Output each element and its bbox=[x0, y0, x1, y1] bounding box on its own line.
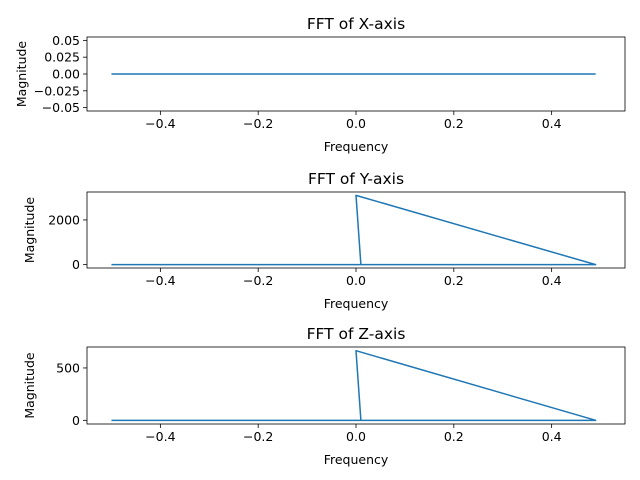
x-tick-label: 0.0 bbox=[346, 273, 366, 288]
x-tick-label: −0.4 bbox=[145, 429, 175, 444]
x-tick-label: −0.2 bbox=[243, 429, 273, 444]
chart-panel-3: FFT of Z-axis −0.4 −0.2 0.0 0.2 0.4 0 500 Freque… bbox=[22, 325, 626, 467]
x-tick-label: 0.2 bbox=[444, 273, 464, 288]
chart-title: FFT of Y-axis bbox=[308, 170, 404, 188]
series-line-1 bbox=[111, 194, 597, 266]
x-axis-label: Frequency bbox=[324, 139, 389, 154]
y-tick-label: 0 bbox=[72, 413, 80, 428]
x-tick-label: 0.2 bbox=[444, 116, 464, 131]
series-line-1 bbox=[111, 349, 597, 422]
y-axis-label: Magnitude bbox=[22, 197, 37, 264]
y-tick-label: 2000 bbox=[48, 212, 80, 227]
y-axis-label: Magnitude bbox=[22, 352, 37, 419]
x-axis-label: Frequency bbox=[324, 296, 389, 311]
y-tick-label: −0.05 bbox=[42, 100, 80, 115]
x-tick-label: 0.0 bbox=[346, 116, 366, 131]
x-tick-label: 0.2 bbox=[444, 429, 464, 444]
x-axis-label: Frequency bbox=[324, 452, 389, 467]
x-tick-label: 0.4 bbox=[542, 273, 562, 288]
x-tick-label: −0.2 bbox=[243, 273, 273, 288]
chart-title: FFT of Z-axis bbox=[307, 325, 406, 343]
y-tick-label: 0.05 bbox=[52, 33, 80, 48]
x-tick-label: −0.4 bbox=[145, 273, 175, 288]
y-tick-label: 0 bbox=[72, 257, 80, 272]
y-tick-label: −0.025 bbox=[34, 83, 80, 98]
x-tick-label: 0.4 bbox=[542, 429, 562, 444]
x-tick-label: −0.2 bbox=[243, 116, 273, 131]
y-tick-label: 0.00 bbox=[52, 67, 80, 82]
chart-title: FFT of X-axis bbox=[307, 15, 405, 33]
y-tick-label: 0.025 bbox=[44, 50, 80, 65]
x-tick-label: −0.4 bbox=[145, 116, 175, 131]
y-tick-label: 500 bbox=[56, 360, 80, 375]
y-axis-label: Magnitude bbox=[14, 41, 29, 108]
chart-panel-2: FFT of Y-axis −0.4 −0.2 0.0 0.2 0.4 0 2000 Frequ… bbox=[22, 170, 626, 311]
x-tick-label: 0.0 bbox=[346, 429, 366, 444]
chart-panel-1: FFT of X-axis −0.4 −0.2 0.0 0.2 0.4 −0.05 −0.02… bbox=[14, 15, 626, 154]
x-tick-label: 0.4 bbox=[542, 116, 562, 131]
